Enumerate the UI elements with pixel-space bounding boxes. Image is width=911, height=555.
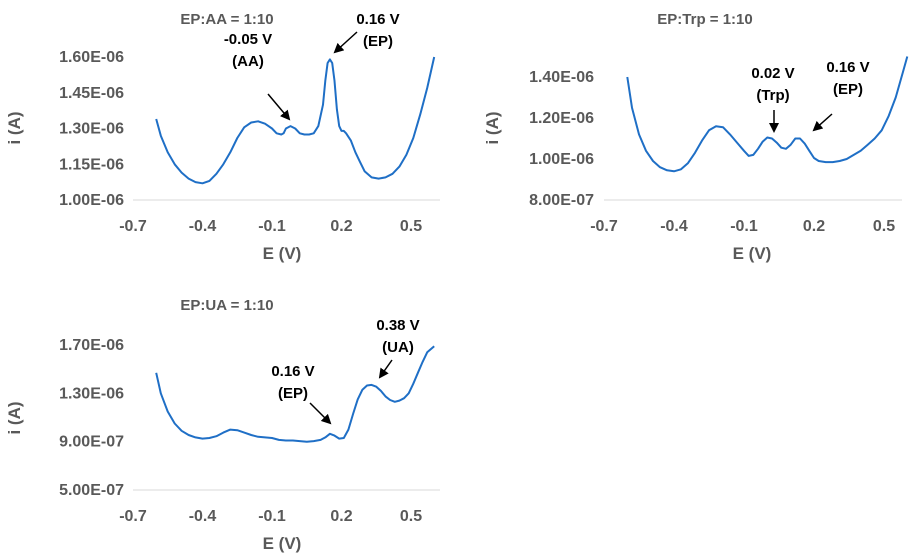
x-tick-label: 0.2 <box>330 218 352 235</box>
x-tick-label: 0.2 <box>330 508 352 525</box>
y-tick-label: 1.30E-06 <box>59 121 124 138</box>
x-tick-label: -0.7 <box>119 218 147 235</box>
y-axis-label: i (A) <box>483 111 502 144</box>
peak-annotation: 0.16 V (EP) <box>812 59 870 132</box>
y-tick-label: 1.60E-06 <box>59 49 124 66</box>
y-axis-label: i (A) <box>5 401 24 434</box>
series-line-1 <box>155 56 436 185</box>
annotation-arrow <box>812 113 833 132</box>
peak-annotation: 0.16 V (EP) <box>333 11 400 54</box>
x-tick-label: -0.4 <box>189 508 217 525</box>
chart-panel-2: EP:Trp = 1:10 E (V) i (A) -0.7 -0.4 -0.1 0.2 0.… <box>483 11 909 263</box>
annotation-arrow <box>309 402 332 425</box>
y-tick-label: 1.40E-06 <box>529 69 594 86</box>
annotation-arrow <box>378 359 393 379</box>
peak-annotation: 0.16 V (EP) <box>271 363 332 425</box>
y-tick-label: 1.15E-06 <box>59 156 124 173</box>
chart-panel-1: EP:AA = 1:10 E (V) i (A) -0.7 -0.4 -0.1 0.2 0.5… <box>5 11 440 263</box>
chart-title: EP:Trp = 1:10 <box>657 11 752 28</box>
peak-annotation: -0.05 V (AA) <box>224 31 291 121</box>
annotation-potential: -0.05 V <box>224 31 272 48</box>
annotation-potential: 0.16 V <box>271 363 314 380</box>
y-tick-label: 1.00E-06 <box>59 192 124 209</box>
x-tick-label: -0.4 <box>189 218 217 235</box>
annotation-potential: 0.16 V <box>356 11 399 28</box>
peak-annotation: 0.38 V (UA) <box>376 317 420 379</box>
chart-title: EP:AA = 1:10 <box>180 11 273 28</box>
x-tick-label: -0.1 <box>730 218 758 235</box>
x-tick-label: -0.4 <box>660 218 688 235</box>
x-tick-label: -0.7 <box>590 218 618 235</box>
x-tick-label: 0.5 <box>400 218 422 235</box>
annotation-species: (EP) <box>833 81 863 98</box>
x-tick-label: -0.7 <box>119 508 147 525</box>
series-line-1 <box>626 56 909 173</box>
annotation-arrow <box>267 93 291 121</box>
x-axis-label: E (V) <box>263 244 302 263</box>
y-tick-label: 5.00E-07 <box>59 482 124 499</box>
annotation-species: (Trp) <box>756 87 789 104</box>
annotation-potential: 0.02 V <box>751 65 794 82</box>
x-tick-label: 0.5 <box>400 508 422 525</box>
x-tick-label: 0.2 <box>803 218 825 235</box>
annotation-species: (AA) <box>232 53 264 70</box>
y-tick-label: 1.30E-06 <box>59 385 124 402</box>
y-tick-label: 1.70E-06 <box>59 337 124 354</box>
peak-annotation: 0.02 V (Trp) <box>751 65 795 133</box>
y-tick-label: 1.45E-06 <box>59 85 124 102</box>
x-tick-label: -0.1 <box>258 508 286 525</box>
y-axis-label: i (A) <box>5 111 24 144</box>
series-line-1 <box>155 345 435 443</box>
annotation-arrow <box>333 31 358 54</box>
annotation-potential: 0.16 V <box>826 59 869 76</box>
annotation-species: (EP) <box>278 385 308 402</box>
annotation-species: (EP) <box>363 33 393 50</box>
y-tick-label: 1.00E-06 <box>529 151 594 168</box>
y-tick-label: 9.00E-07 <box>59 434 124 451</box>
chart-title: EP:UA = 1:10 <box>180 297 273 314</box>
annotation-potential: 0.38 V <box>376 317 419 334</box>
annotation-species: (UA) <box>382 339 414 356</box>
x-axis-label: E (V) <box>263 534 302 553</box>
chart-panel-3: EP:UA = 1:10 E (V) i (A) -0.7 -0.4 -0.1 0.2 0.5… <box>5 297 440 553</box>
y-tick-label: 1.20E-06 <box>529 110 594 127</box>
x-axis-label: E (V) <box>733 244 772 263</box>
y-tick-label: 8.00E-07 <box>529 192 594 209</box>
x-tick-label: 0.5 <box>873 218 895 235</box>
x-tick-label: -0.1 <box>258 218 286 235</box>
